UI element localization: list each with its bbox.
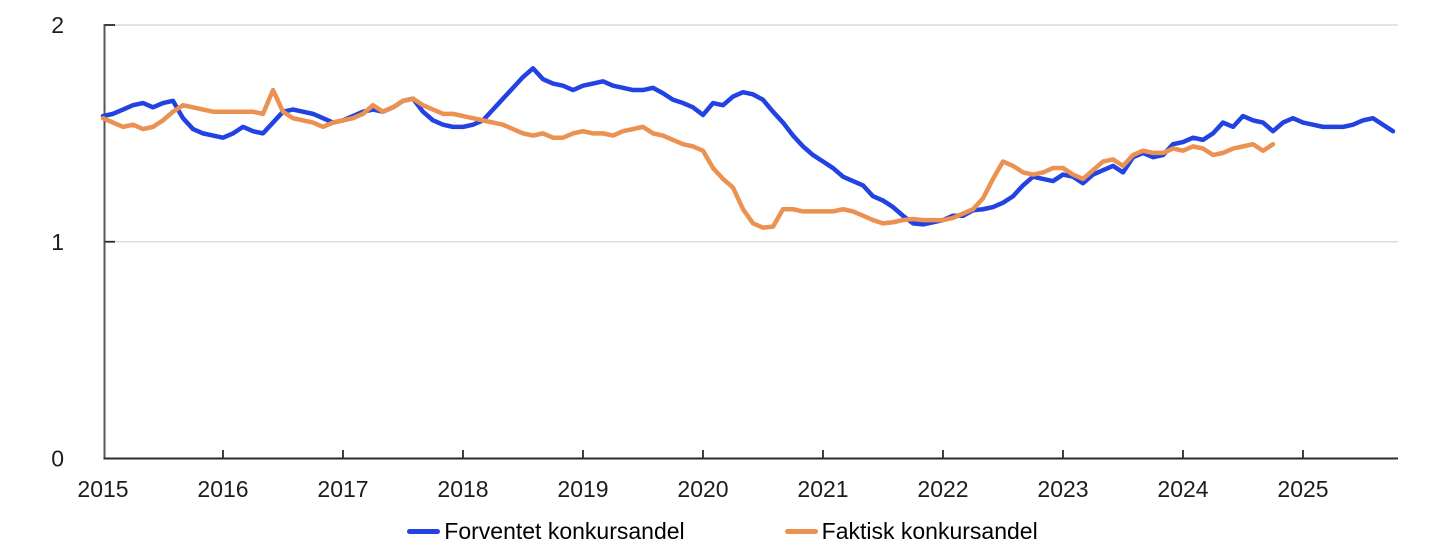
- x-tick-label: 2019: [557, 476, 608, 502]
- x-tick-label: 2015: [77, 476, 128, 502]
- y-tick-labels: 0 1 2: [51, 12, 64, 472]
- x-tick-label: 2016: [197, 476, 248, 502]
- x-tick-label: 2021: [797, 476, 848, 502]
- y-tick-label: 1: [51, 229, 64, 255]
- x-tick-label: 2020: [677, 476, 728, 502]
- legend-swatch-forventet-icon: [407, 528, 441, 534]
- y-tick-label: 2: [51, 12, 64, 38]
- x-tick-labels: 2015 2016 2017 2018 2019 2020 2021 2022 2023 2024…: [77, 476, 1328, 502]
- x-tick-label: 2025: [1277, 476, 1328, 502]
- x-tick-label: 2017: [317, 476, 368, 502]
- y-tick-label: 0: [51, 446, 64, 472]
- x-tick-label: 2022: [917, 476, 968, 502]
- legend-item-faktisk: Faktisk konkursandel: [784, 517, 1038, 545]
- axis-ticks: [105, 24, 1304, 458]
- gridlines: [104, 24, 1398, 243]
- axes: [103, 24, 1398, 460]
- legend-item-forventet: Forventet konkursandel: [407, 517, 685, 545]
- legend-label-forventet: Forventet konkursandel: [444, 518, 685, 544]
- legend-label-faktisk: Faktisk konkursandel: [821, 518, 1038, 544]
- x-tick-label: 2018: [437, 476, 488, 502]
- series-line-forventet: [100, 66, 1396, 227]
- x-tick-label: 2023: [1037, 476, 1088, 502]
- series-line-faktisk: [100, 87, 1276, 230]
- x-tick-label: 2024: [1157, 476, 1208, 502]
- series-lines: [100, 66, 1396, 230]
- legend: Forventet konkursandel Faktisk konkursan…: [0, 517, 1445, 545]
- legend-swatch-faktisk-icon: [784, 528, 818, 534]
